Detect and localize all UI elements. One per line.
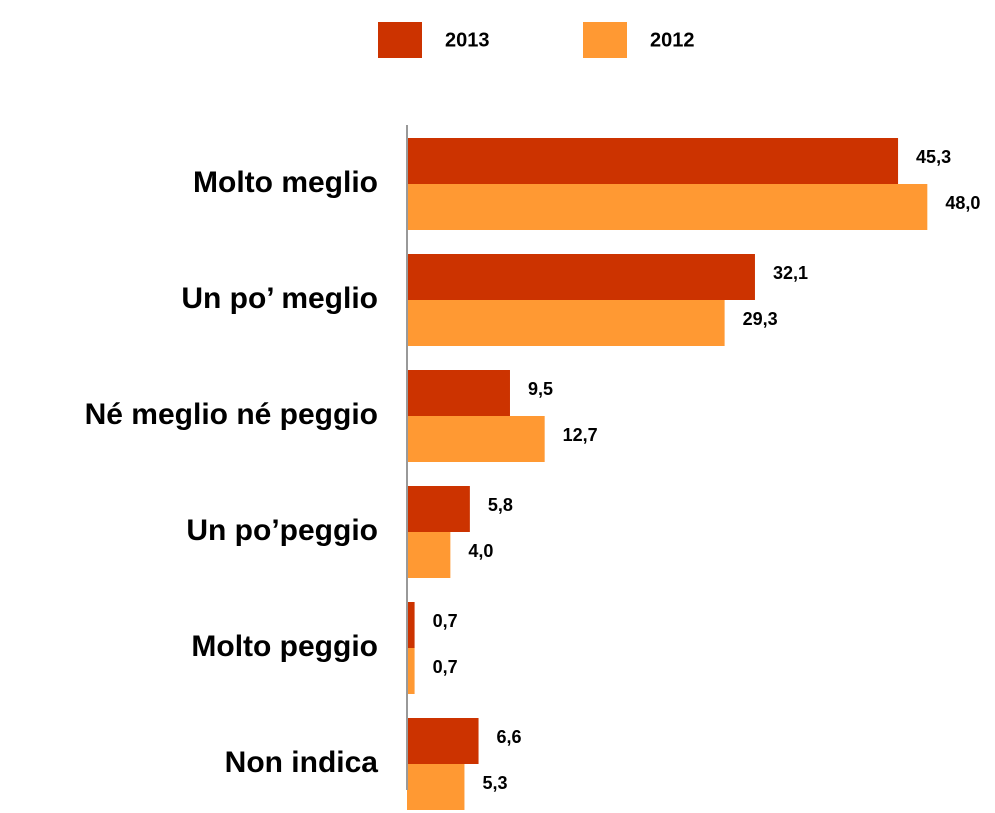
category-label: Un po’ meglio xyxy=(181,282,378,315)
bar xyxy=(407,532,451,578)
bar xyxy=(407,300,725,346)
value-label: 29,3 xyxy=(743,309,778,329)
category-label: Un po’peggio xyxy=(186,514,378,547)
bar xyxy=(407,602,415,648)
legend-label: 2013 xyxy=(445,29,490,51)
bar xyxy=(407,254,755,300)
value-label: 0,7 xyxy=(433,657,458,677)
value-label: 32,1 xyxy=(773,263,808,283)
legend-swatch xyxy=(583,22,627,58)
bar xyxy=(407,486,470,532)
value-label: 0,7 xyxy=(433,611,458,631)
category-label: Molto meglio xyxy=(193,166,378,199)
value-label: 9,5 xyxy=(528,379,553,399)
value-label: 5,8 xyxy=(488,495,513,515)
value-label: 6,6 xyxy=(497,727,522,747)
category-label: Molto peggio xyxy=(191,630,378,663)
bar xyxy=(407,184,928,230)
bar xyxy=(407,370,510,416)
bar xyxy=(407,718,479,764)
value-label: 48,0 xyxy=(945,193,980,213)
value-label: 12,7 xyxy=(563,425,598,445)
bar xyxy=(407,416,545,462)
value-label: 5,3 xyxy=(482,773,507,793)
category-label: Non indica xyxy=(225,746,379,779)
bar xyxy=(407,764,465,810)
legend-label: 2012 xyxy=(650,29,695,51)
bar xyxy=(407,138,899,184)
category-label: Né meglio né peggio xyxy=(85,398,378,431)
bar xyxy=(407,648,415,694)
value-label: 45,3 xyxy=(916,147,951,167)
value-label: 4,0 xyxy=(468,541,493,561)
legend-swatch xyxy=(378,22,422,58)
